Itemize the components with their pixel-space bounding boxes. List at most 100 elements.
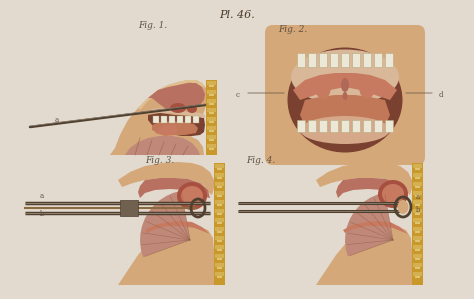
Bar (215, 227, 224, 231)
Polygon shape (118, 225, 214, 285)
Bar (415, 204, 420, 206)
Bar (177, 116, 183, 123)
Bar (207, 144, 216, 148)
Bar (385, 53, 393, 67)
Ellipse shape (359, 75, 375, 99)
Text: a: a (55, 116, 59, 124)
Bar (297, 120, 305, 132)
Bar (217, 267, 222, 269)
Bar (215, 272, 224, 276)
Bar (217, 258, 222, 260)
Bar (413, 173, 422, 177)
Ellipse shape (187, 105, 197, 113)
Text: b: b (416, 206, 420, 214)
Bar (209, 139, 214, 141)
Bar (297, 53, 305, 67)
Bar (207, 135, 216, 139)
Polygon shape (316, 162, 412, 195)
Polygon shape (316, 225, 412, 285)
Bar (415, 195, 420, 197)
Text: Fig. 1.: Fig. 1. (138, 21, 167, 30)
Bar (193, 116, 199, 123)
Bar (185, 116, 191, 123)
Polygon shape (345, 193, 393, 257)
Bar (217, 240, 222, 242)
Bar (217, 231, 222, 233)
Bar (207, 108, 216, 112)
Polygon shape (138, 80, 205, 110)
Polygon shape (125, 136, 200, 155)
Bar (363, 120, 371, 132)
Bar (207, 81, 216, 85)
Polygon shape (148, 83, 205, 110)
Bar (217, 222, 222, 224)
Ellipse shape (170, 103, 186, 113)
Bar (217, 213, 222, 215)
Ellipse shape (341, 78, 349, 92)
Bar (415, 213, 420, 215)
Ellipse shape (315, 75, 331, 99)
Bar (352, 53, 360, 67)
Ellipse shape (181, 186, 203, 206)
Polygon shape (293, 73, 397, 100)
Polygon shape (300, 95, 390, 140)
Ellipse shape (177, 182, 207, 210)
Ellipse shape (382, 184, 404, 204)
Text: Fig. 2.: Fig. 2. (278, 25, 307, 34)
Bar (363, 53, 371, 67)
Bar (412, 163, 423, 285)
Bar (217, 204, 222, 206)
Bar (217, 195, 222, 197)
Bar (415, 258, 420, 260)
Bar (209, 85, 214, 87)
Polygon shape (110, 132, 204, 155)
Bar (413, 263, 422, 267)
Text: Pl. 46.: Pl. 46. (219, 10, 255, 20)
Bar (215, 263, 224, 267)
Bar (153, 116, 159, 123)
Bar (319, 120, 327, 132)
Polygon shape (148, 113, 205, 136)
Bar (209, 130, 214, 132)
Bar (413, 209, 422, 213)
Text: c: c (236, 91, 240, 99)
Text: a: a (416, 193, 420, 201)
Bar (415, 267, 420, 269)
Ellipse shape (343, 92, 347, 100)
Bar (413, 227, 422, 231)
Bar (214, 163, 225, 285)
Bar (215, 173, 224, 177)
Polygon shape (138, 178, 210, 198)
Bar (413, 236, 422, 240)
Bar (217, 276, 222, 278)
Bar (215, 200, 224, 204)
Bar (209, 94, 214, 96)
Bar (215, 191, 224, 195)
Bar (415, 186, 420, 188)
Text: b: b (40, 210, 45, 218)
Bar (415, 231, 420, 233)
Bar (374, 120, 382, 132)
Ellipse shape (378, 180, 408, 208)
Bar (206, 80, 217, 155)
Bar (215, 245, 224, 249)
Bar (209, 112, 214, 114)
Bar (207, 99, 216, 103)
Bar (413, 254, 422, 258)
Bar (413, 272, 422, 276)
Bar (319, 53, 327, 67)
Polygon shape (343, 221, 408, 234)
Polygon shape (152, 121, 198, 135)
Bar (413, 200, 422, 204)
Bar (215, 164, 224, 168)
Bar (352, 120, 360, 132)
Bar (308, 53, 316, 67)
Bar (415, 240, 420, 242)
Bar (209, 103, 214, 105)
Bar (341, 120, 349, 132)
Text: d: d (439, 91, 444, 99)
Bar (415, 177, 420, 179)
Bar (207, 90, 216, 94)
Bar (308, 120, 316, 132)
Bar (215, 218, 224, 222)
